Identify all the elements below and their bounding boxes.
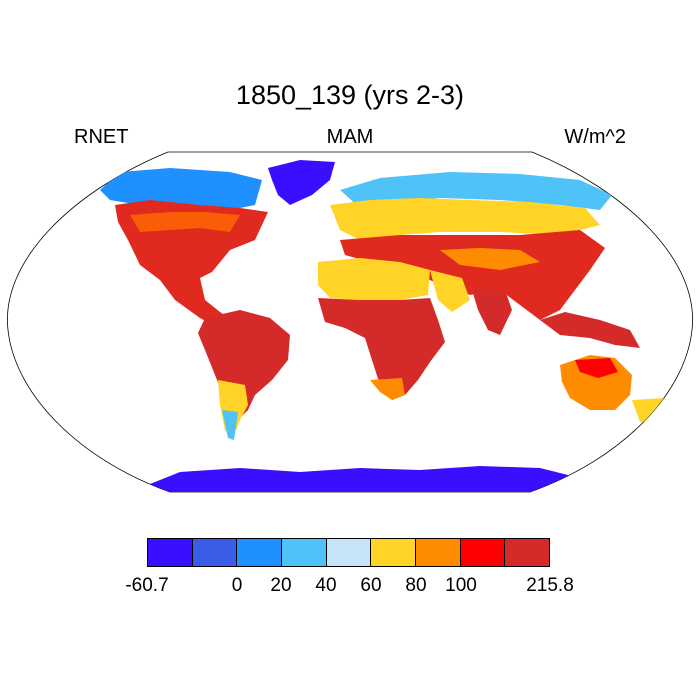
region-arabia: [430, 270, 470, 312]
colorbar-label: 60: [360, 575, 382, 596]
region-south-america: [198, 310, 290, 420]
region-canada-arctic: [100, 168, 262, 210]
colorbar-label: 0: [231, 575, 243, 596]
region-india: [472, 290, 512, 335]
region-indonesia: [540, 312, 640, 348]
region-asia: [340, 230, 605, 320]
region-sahara: [318, 258, 430, 300]
colorbar-label: 100: [445, 575, 477, 596]
region-africa: [318, 298, 445, 400]
colorbar-swatch: [460, 539, 506, 566]
colorbar-swatch: [148, 539, 193, 566]
colorbar-label: 20: [270, 575, 292, 596]
world-map: [7, 151, 693, 493]
colorbar-swatch: [237, 539, 283, 566]
colorbar-swatch: [282, 539, 327, 566]
region-greenland: [268, 160, 335, 205]
region-north-america: [115, 200, 268, 330]
colorbar-label: -60.7: [125, 575, 169, 596]
season-label: MAM: [326, 126, 374, 148]
colorbar-swatch: [416, 539, 461, 566]
units-label: W/m^2: [564, 126, 626, 148]
colorbar-label: 80: [405, 575, 427, 596]
map-title: 1850_139 (yrs 2-3): [235, 80, 465, 110]
variable-label: RNET: [74, 126, 129, 148]
region-antarctica: [140, 466, 600, 492]
colorbar-swatch: [505, 539, 550, 566]
colorbar-swatch: [192, 539, 238, 566]
colorbar-swatch: [371, 539, 417, 566]
colorbar: [147, 538, 550, 567]
colorbar-label: 215.8: [526, 575, 574, 596]
region-europe: [330, 198, 600, 240]
colorbar-label: 40: [315, 575, 337, 596]
colorbar-swatch: [326, 539, 372, 566]
